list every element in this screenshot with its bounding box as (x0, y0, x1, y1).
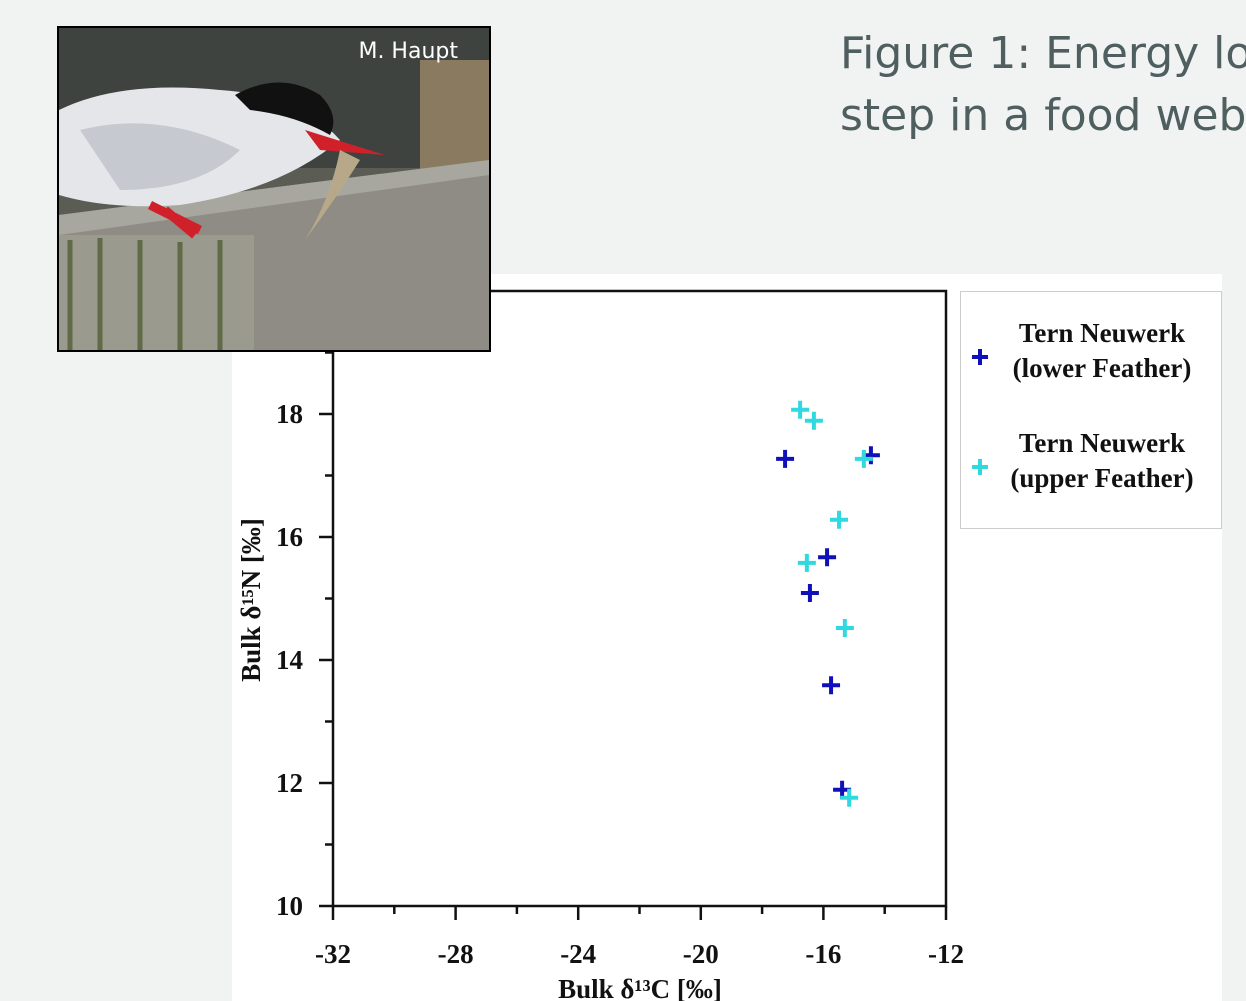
y-axis-label: Bulk δ¹⁵N [‰] (236, 518, 266, 682)
legend-item: Tern Neuwerk (lower Feather) (961, 302, 1223, 412)
x-axis-label: Bulk δ¹³C [‰] (558, 974, 722, 1001)
y-tick-label: 14 (276, 645, 303, 675)
x-tick-label: -24 (560, 939, 596, 969)
y-tick-label: 10 (276, 891, 303, 921)
caption-line: step in a food web (840, 90, 1246, 141)
y-tick-label: 16 (276, 522, 303, 552)
legend-marker-shape (972, 349, 988, 365)
caption-line: Figure 1: Energy lo (840, 28, 1246, 79)
legend-marker (969, 346, 991, 368)
legend-label: Tern Neuwerk (lower Feather) (997, 316, 1207, 386)
legend-marker (969, 456, 991, 478)
legend: Tern Neuwerk (lower Feather) Tern Neuwerk… (960, 291, 1222, 529)
legend-item: Tern Neuwerk (upper Feather) (961, 412, 1223, 522)
x-tick-label: -12 (928, 939, 964, 969)
x-tick-label: -20 (683, 939, 719, 969)
x-tick-label: -28 (438, 939, 474, 969)
y-tick-label: 12 (276, 768, 303, 798)
slide: Figure 1: Energy lo step in a food web B… (0, 0, 1246, 1001)
photo-credit: M. Haupt (358, 39, 458, 64)
legend-label: Tern Neuwerk (upper Feather) (997, 426, 1207, 496)
x-tick-label: -16 (805, 939, 841, 969)
photo: M. Haupt (58, 27, 490, 351)
x-tick-label: -32 (315, 939, 351, 969)
legend-marker-shape (972, 459, 988, 475)
y-tick-label: 18 (276, 399, 303, 429)
